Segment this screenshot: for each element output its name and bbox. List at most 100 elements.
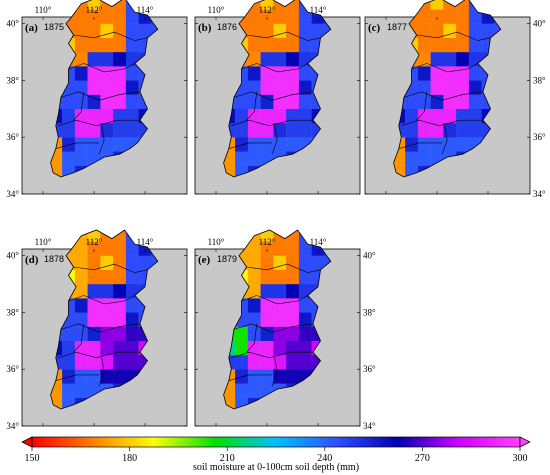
grid-cell <box>125 326 139 341</box>
grid-cell <box>443 108 457 124</box>
grid-cell <box>443 37 457 53</box>
grid-cell <box>481 0 495 10</box>
lat-tick-label: 38° <box>6 75 19 85</box>
grid-cell <box>247 383 261 398</box>
grid-cell <box>260 52 274 67</box>
lat-tick-label: 34° <box>363 421 376 431</box>
grid-cell <box>74 298 88 313</box>
prefecture-boundary <box>231 119 313 127</box>
grid-cell <box>468 108 482 124</box>
lat-tick-label: 38° <box>533 75 546 85</box>
grid-cell <box>87 108 101 124</box>
grid-cell <box>113 37 126 53</box>
panel-label: (c) <box>368 22 381 34</box>
prefecture-boundary <box>60 323 140 333</box>
prefecture-boundary <box>73 263 148 273</box>
grid-cell <box>87 66 101 81</box>
grid-cell <box>298 340 312 356</box>
prefecture-boundary <box>58 351 140 359</box>
grid-cell <box>247 255 261 270</box>
grid-cell <box>260 0 274 10</box>
grid-cell <box>235 137 248 152</box>
colorbar-title: soil moisture at 0-100cm soil depth (mm) <box>193 462 359 473</box>
grid-cell <box>113 66 126 81</box>
grid-cell <box>125 312 139 327</box>
grid-cell <box>87 230 101 242</box>
grid-cell <box>468 37 482 53</box>
grid-cell <box>235 230 248 242</box>
grid-cell <box>430 108 444 124</box>
grid-cell <box>62 123 75 138</box>
grid-cell <box>286 269 299 285</box>
grid-cell <box>113 269 126 285</box>
grid-cell <box>125 123 139 138</box>
grid-cell <box>430 52 444 67</box>
grid-cell <box>298 123 312 138</box>
grid-cell <box>430 23 444 38</box>
grid-cell <box>468 123 482 138</box>
grid-cell <box>113 137 126 152</box>
grid-cell <box>443 80 457 95</box>
grid-cell <box>286 0 299 10</box>
colorbar-tick-label: 180 <box>122 453 137 464</box>
grid-cell <box>405 151 418 166</box>
grid-cell <box>100 66 114 81</box>
prefecture-boundary <box>271 125 278 155</box>
grid-cell <box>273 37 287 53</box>
lat-tick-label: 36° <box>363 364 376 374</box>
grid-cell <box>393 151 406 166</box>
lon-tick-label: 112° <box>86 237 103 247</box>
grid-cell <box>298 23 312 38</box>
lon-tick-label: 112° <box>259 5 276 15</box>
grid-cell <box>260 369 274 384</box>
grid-cell <box>125 9 139 24</box>
grid-cell <box>286 94 299 109</box>
grid-cell <box>260 284 274 299</box>
lat-tick-label: 34° <box>533 189 546 199</box>
grid-cell <box>494 23 501 38</box>
grid-cell <box>74 123 88 138</box>
grid-cell <box>417 23 431 38</box>
grid-cell <box>74 9 88 24</box>
grid-cell <box>273 326 287 341</box>
grid-cell <box>247 66 261 81</box>
grid-cell <box>430 80 444 95</box>
grid-cell <box>87 9 101 24</box>
grid-cell <box>260 108 274 124</box>
colorbar-tick-label: 150 <box>25 453 40 464</box>
grid-cell <box>286 326 299 341</box>
grid-cell <box>235 326 248 341</box>
prefecture-boundary <box>401 119 483 127</box>
prefecture-boundary <box>228 374 273 381</box>
province-outline <box>223 229 332 410</box>
grid-cell <box>273 80 287 95</box>
grid-cell <box>62 108 75 124</box>
prefecture-boundary <box>403 91 483 101</box>
grid-cell <box>87 94 101 109</box>
grid-cell <box>138 23 152 38</box>
grid-cell <box>74 369 88 384</box>
province-outline <box>393 0 502 178</box>
grid-cell <box>74 0 88 10</box>
lon-tick-label: 112° <box>259 237 276 247</box>
grid-cell <box>62 369 75 384</box>
grid-cell <box>286 255 299 270</box>
grid-cell <box>74 241 88 256</box>
prefecture-boundary <box>228 142 273 149</box>
grid-cell <box>260 23 274 38</box>
grid-cell <box>62 151 75 166</box>
grid-cell <box>74 269 88 285</box>
grid-cell <box>87 326 101 341</box>
grid-cell <box>87 255 101 270</box>
grid-cell <box>113 9 126 24</box>
map-panel-1878: (d) 1878 110° 112° 114° 34° 36° 38° 40° <box>6 229 188 431</box>
lon-tick-label: 110° <box>35 237 52 247</box>
panel-year: 1878 <box>44 254 64 264</box>
grid-cell <box>62 230 75 242</box>
grid-cell <box>273 23 287 38</box>
grid-cell <box>87 298 101 313</box>
grid-cell <box>247 23 261 38</box>
grid-cell <box>74 312 88 327</box>
grid-cell <box>125 241 139 256</box>
lat-tick-label: 40° <box>533 19 546 29</box>
